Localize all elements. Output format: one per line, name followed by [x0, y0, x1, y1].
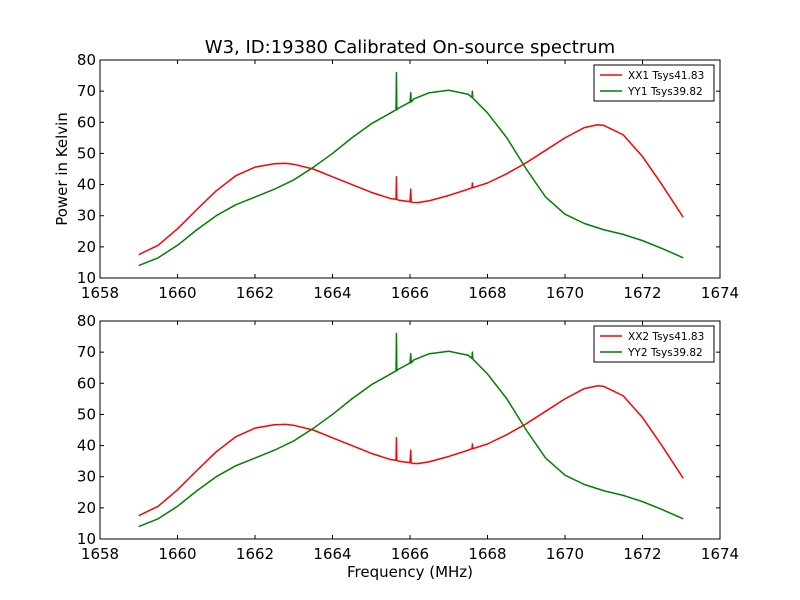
x-tick-label: 1664 — [313, 545, 351, 563]
x-axis-label: Frequency (MHz) — [347, 563, 473, 581]
y-tick-label: 30 — [77, 468, 96, 486]
chart-title: W3, ID:19380 Calibrated On-source spectr… — [205, 37, 615, 58]
y-tick-label: 80 — [77, 312, 96, 330]
x-tick-label: 1662 — [236, 545, 274, 563]
y-tick-label: 50 — [77, 144, 96, 162]
y-tick-label: 80 — [77, 51, 96, 69]
x-tick-label: 1672 — [623, 284, 661, 302]
x-tick-label: 1660 — [158, 545, 196, 563]
legend: XX2 Tsys41.83 YY2 Tsys39.82 — [593, 325, 715, 363]
legend-box — [593, 325, 715, 363]
legend-box — [593, 64, 715, 102]
y-tick-label: 60 — [77, 374, 96, 392]
y-tick-label: 20 — [77, 499, 96, 517]
y-tick-label: 10 — [77, 530, 96, 548]
y-tick-label: 40 — [77, 437, 96, 455]
panel-1: 1658 1660 1662 1664 1666 1668 1670 1672 1674 10 20… — [77, 51, 739, 302]
x-tick-label: 1662 — [236, 284, 274, 302]
series-line-2 — [138, 332, 684, 528]
legend-label-1: XX2 Tsys41.83 — [628, 331, 704, 343]
legend-label-2: YY2 Tsys39.82 — [627, 347, 703, 359]
x-tick-label: 1674 — [701, 545, 739, 563]
x-tick-label: 1670 — [546, 284, 584, 302]
y-tick-label: 70 — [77, 343, 96, 361]
legend-label-2: YY1 Tsys39.82 — [627, 86, 703, 98]
legend: XX1 Tsys41.83 YY1 Tsys39.82 — [593, 64, 715, 102]
x-tick-label: 1658 — [81, 545, 119, 563]
x-tick-label: 1670 — [546, 545, 584, 563]
y-tick-label: 40 — [77, 176, 96, 194]
y-tick-label: 50 — [77, 405, 96, 423]
y-axis-label: Power in Kelvin — [53, 112, 71, 226]
x-tick-label: 1660 — [158, 284, 196, 302]
series-layer — [138, 332, 684, 528]
series-line-1 — [138, 124, 684, 256]
x-tick-label: 1658 — [81, 284, 119, 302]
x-tick-label: 1674 — [701, 284, 739, 302]
series-line-2 — [138, 71, 684, 267]
x-tick-label: 1666 — [391, 284, 429, 302]
x-tick-label: 1668 — [468, 545, 506, 563]
x-tick-label: 1666 — [391, 545, 429, 563]
panel-2: 1658 1660 1662 1664 1666 1668 1670 1672 1674 10 20… — [77, 312, 739, 563]
plots-layer: 1658 1660 1662 1664 1666 1668 1670 1672 1674 10 20… — [77, 51, 739, 563]
y-tick-label: 10 — [77, 269, 96, 287]
y-tick-label: 20 — [77, 238, 96, 256]
x-tick-label: 1668 — [468, 284, 506, 302]
y-tick-label: 70 — [77, 82, 96, 100]
y-tick-label: 60 — [77, 113, 96, 131]
x-tick-label: 1664 — [313, 284, 351, 302]
y-tick-label: 30 — [77, 207, 96, 225]
x-tick-label: 1672 — [623, 545, 661, 563]
series-layer — [138, 71, 684, 267]
legend-label-1: XX1 Tsys41.83 — [628, 70, 704, 82]
series-line-1 — [138, 385, 684, 517]
